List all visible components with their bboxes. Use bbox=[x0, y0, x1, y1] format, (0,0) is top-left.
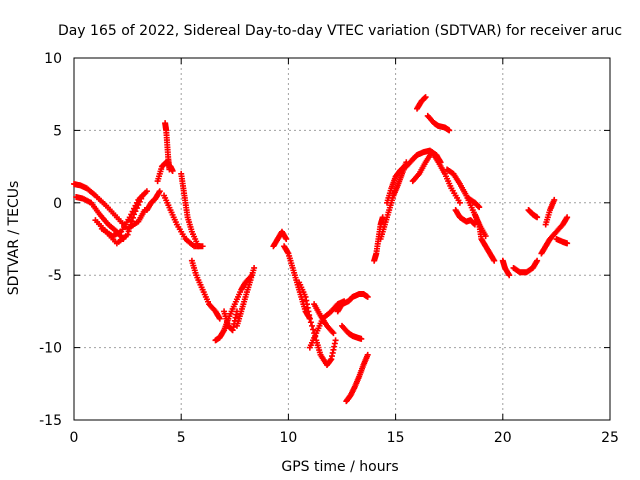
series-arc-al bbox=[553, 236, 571, 247]
x-tick-label: 0 bbox=[70, 430, 79, 446]
data-point bbox=[156, 188, 163, 195]
y-tick-label: -5 bbox=[48, 268, 62, 284]
series-arc-ah bbox=[510, 257, 541, 276]
data-point bbox=[456, 199, 463, 206]
series-arc-s bbox=[339, 322, 365, 342]
series-arc-ab bbox=[424, 112, 453, 134]
series-arc-ai bbox=[525, 207, 541, 221]
data-points bbox=[71, 94, 571, 405]
data-point bbox=[216, 315, 223, 322]
x-tick-label: 25 bbox=[601, 430, 619, 446]
series-arc-e bbox=[143, 188, 163, 214]
data-point bbox=[491, 257, 498, 264]
data-point bbox=[564, 240, 571, 247]
series-arc-d bbox=[98, 188, 150, 240]
chart-title: Day 165 of 2022, Sidereal Day-to-day VTE… bbox=[58, 23, 622, 39]
y-tick-label: 5 bbox=[53, 123, 62, 139]
x-tick-label: 5 bbox=[177, 430, 186, 446]
data-point bbox=[534, 214, 541, 221]
series-arc-aj bbox=[538, 214, 571, 257]
data-point bbox=[306, 315, 313, 322]
x-tick-label: 15 bbox=[387, 430, 405, 446]
series-arc-g bbox=[162, 120, 173, 173]
data-point bbox=[251, 264, 258, 271]
series-arc-ad bbox=[452, 207, 478, 228]
y-axis-label: SDTVAR / TECUs bbox=[6, 181, 22, 296]
data-point bbox=[551, 196, 558, 203]
series-arc-w bbox=[377, 159, 410, 242]
data-point bbox=[446, 127, 453, 134]
data-point bbox=[364, 293, 371, 300]
data-point bbox=[143, 188, 150, 195]
series-arc-af bbox=[465, 195, 483, 211]
y-tick-label: -15 bbox=[39, 413, 62, 429]
series-arc-z bbox=[409, 149, 463, 206]
series-arc-n bbox=[270, 228, 290, 250]
series-arc-t bbox=[334, 291, 371, 315]
series-arc-l bbox=[221, 308, 240, 334]
series-arc-r bbox=[311, 301, 337, 337]
data-point bbox=[506, 272, 513, 279]
data-point bbox=[166, 166, 173, 173]
x-tick-label: 10 bbox=[279, 430, 297, 446]
data-point bbox=[564, 214, 571, 221]
series-arc-u bbox=[343, 351, 371, 405]
plot-frame bbox=[73, 57, 611, 421]
series-arc-i bbox=[178, 170, 202, 250]
data-point bbox=[125, 228, 132, 235]
data-point bbox=[307, 319, 314, 326]
data-point bbox=[308, 322, 315, 329]
axes: 0 5 10 15 20 25 -15 -10 -5 0 5 10 bbox=[39, 51, 619, 446]
data-point bbox=[332, 337, 339, 344]
y-tick-label: -10 bbox=[39, 341, 62, 357]
series-arc-ag bbox=[499, 257, 513, 279]
data-point bbox=[476, 204, 483, 211]
data-point bbox=[422, 94, 429, 101]
series-arc-ak bbox=[542, 196, 558, 228]
data-point bbox=[127, 221, 134, 228]
y-tick-label: 10 bbox=[44, 51, 62, 67]
data-point bbox=[330, 330, 337, 337]
y-tick-label: 0 bbox=[53, 196, 62, 212]
series-arc-ae bbox=[471, 211, 498, 264]
data-point bbox=[169, 167, 176, 174]
data-point bbox=[358, 335, 365, 342]
gridlines bbox=[74, 58, 610, 420]
data-point bbox=[364, 351, 371, 358]
data-point bbox=[126, 224, 133, 231]
data-point bbox=[283, 236, 290, 242]
x-tick-label: 20 bbox=[494, 430, 512, 446]
data-point bbox=[124, 231, 131, 238]
data-point bbox=[195, 243, 202, 250]
series-arc-p bbox=[296, 279, 339, 368]
data-point bbox=[310, 326, 317, 333]
series-arc-j bbox=[188, 257, 223, 322]
data-point bbox=[534, 257, 541, 264]
series-arc-f bbox=[154, 159, 176, 185]
data-point bbox=[128, 218, 135, 225]
x-axis-label: GPS time / hours bbox=[281, 459, 398, 475]
series-arc-m bbox=[233, 264, 258, 329]
series-arc-aa bbox=[414, 94, 429, 112]
